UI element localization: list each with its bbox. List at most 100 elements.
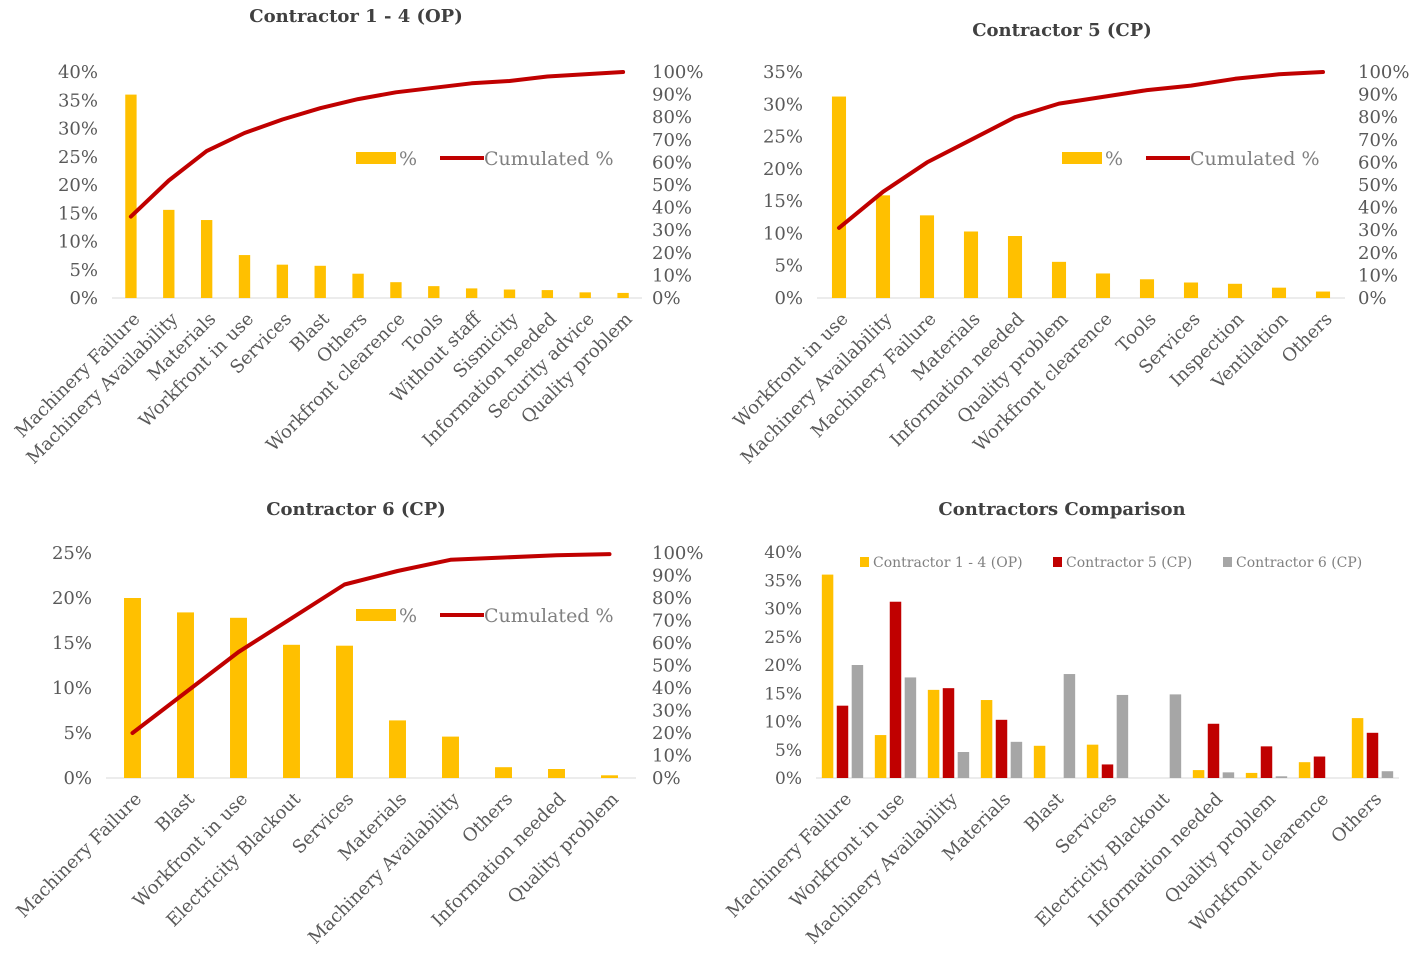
y2-tick-label: 80% [652, 588, 692, 609]
bar [942, 688, 955, 778]
bar [995, 719, 1008, 778]
bar [963, 231, 979, 298]
y-tick-label: 10% [764, 713, 802, 733]
y-tick-label: 30% [58, 119, 98, 140]
y2-tick-label: 20% [652, 243, 692, 264]
y2-tick-label: 90% [652, 85, 692, 106]
y-tick-label: 25% [764, 628, 802, 648]
y2-tick-label: 40% [652, 198, 692, 219]
y2-tick-label: 40% [652, 678, 692, 699]
y-tick-label: 0% [775, 769, 802, 789]
bar [390, 282, 402, 298]
bar [1298, 762, 1311, 778]
bar [465, 288, 478, 298]
bar [541, 290, 554, 298]
y-tick-label: 15% [764, 684, 802, 704]
bar [1007, 236, 1023, 298]
y2-tick-label: 70% [652, 611, 692, 632]
bar [875, 195, 891, 298]
legend-label: Cumulated % [1190, 148, 1320, 170]
bar [1271, 287, 1287, 298]
legend-swatch-bar [356, 609, 396, 621]
bar [874, 735, 887, 778]
bar [442, 736, 459, 778]
grouped-bar-chart-comparison: 0%5%10%15%20%25%30%35%40%Machinery Failu… [723, 543, 1399, 948]
chart-panel-contractors-comparison: Contractors Comparison 0% 5% 10% 15% 20% 25% 3… [710, 489, 1421, 978]
bar [1183, 282, 1199, 298]
bar [1260, 746, 1273, 778]
bar [1086, 744, 1099, 778]
bar [919, 215, 935, 298]
chart-panel-contractor-6: Contractor 6 (CP) 0% 5% 10% 15% 20% 25% 0% 10% 2… [0, 489, 710, 978]
bar [1275, 776, 1288, 778]
legend-label: % [399, 605, 417, 627]
bar [230, 617, 247, 778]
y2-tick-label: 100% [652, 62, 703, 83]
bar [1116, 694, 1129, 778]
legend-label: Contractor 5 (CP) [1066, 555, 1192, 571]
y-tick-label: 35% [764, 571, 802, 591]
y2-tick-label: 20% [652, 723, 692, 744]
chart-panel-contractor-1-4: Contractor 1 - 4 (OP) 0% 5% 10% 15% 20% 25% 30… [0, 0, 710, 489]
bar [1207, 723, 1220, 778]
legend-label: Cumulated % [484, 148, 614, 170]
y2-tick-label: 10% [652, 265, 692, 286]
y2-tick-label: 10% [652, 746, 692, 767]
legend-swatch [1223, 557, 1232, 567]
bar [1381, 771, 1394, 778]
bar [177, 612, 194, 778]
pareto-chart-contractor-5: 0%5%10%15%20%25%30%35%0%10%20%30%40%50%6… [730, 62, 1410, 468]
bar [1139, 279, 1155, 298]
y2-tick-label: 70% [652, 130, 692, 151]
bar [1095, 273, 1111, 298]
legend-swatch [860, 557, 869, 567]
chart-title: Contractors Comparison [938, 499, 1186, 520]
chart-title: Contractor 1 - 4 (OP) [249, 6, 463, 27]
pareto-chart-contractor-1-4: 0%5%10%15%20%25%30%35%40%0%10%20%30%40%5… [11, 62, 703, 468]
bar [831, 96, 847, 298]
y2-tick-label: 20% [1358, 243, 1398, 264]
bar [276, 264, 289, 298]
bar [548, 769, 565, 778]
y-tick-label: 35% [763, 62, 803, 83]
bar [579, 292, 591, 298]
bar [1192, 770, 1205, 778]
bar [1245, 772, 1258, 778]
legend-label: Contractor 6 (CP) [1236, 555, 1362, 571]
y-tick-label: 25% [52, 543, 92, 564]
bar [601, 775, 618, 778]
bar [125, 94, 137, 298]
x-tick-label: Machinery Availability [23, 308, 183, 468]
y2-tick-label: 60% [652, 152, 692, 173]
bar [821, 574, 834, 778]
y2-tick-label: 50% [652, 656, 692, 677]
bar [957, 752, 970, 778]
bar [336, 645, 353, 778]
y2-tick-label: 0% [652, 288, 681, 309]
legend-label: % [1105, 148, 1123, 170]
y-tick-label: 0% [69, 288, 98, 309]
cumulative-line [128, 70, 626, 219]
x-tick-label: Others [1327, 789, 1386, 848]
x-tick-label: Others [1278, 309, 1337, 368]
y-tick-label: 10% [52, 678, 92, 699]
bar [889, 601, 902, 778]
y-tick-label: 40% [58, 62, 98, 83]
x-tick-label: Machinery Failure [13, 789, 146, 922]
bar [283, 644, 300, 778]
y-tick-label: 5% [69, 260, 98, 281]
legend-swatch [1053, 557, 1062, 567]
bar [495, 767, 512, 778]
bar [200, 220, 213, 298]
bar [124, 598, 141, 778]
y2-tick-label: 90% [652, 566, 692, 587]
bar [1351, 718, 1364, 778]
legend-label: Cumulated % [484, 605, 614, 627]
bar [851, 665, 864, 778]
bar [1101, 764, 1114, 778]
chart-title: Contractor 6 (CP) [266, 499, 446, 520]
y-tick-label: 5% [775, 741, 802, 761]
bar [836, 705, 849, 778]
bar [1315, 291, 1331, 298]
bar [1169, 694, 1182, 778]
